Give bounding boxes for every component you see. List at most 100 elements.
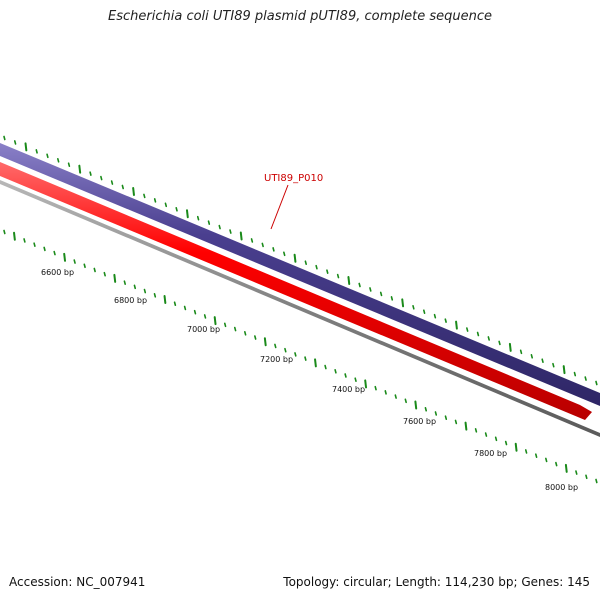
inner-tick-minor <box>183 305 187 311</box>
outer-tick-minor <box>250 238 254 243</box>
inner-tick-minor <box>434 411 438 416</box>
outer-tick-minor <box>498 340 501 346</box>
backbone-line <box>0 180 600 437</box>
gene-label[interactable]: UTI89_P010 <box>264 173 323 184</box>
scale-label: 7800 bp <box>474 449 507 458</box>
inner-tick-minor <box>3 229 6 235</box>
gene-label-leader <box>270 184 289 230</box>
inner-tick-minor <box>575 470 578 475</box>
inner-tick-minor <box>444 415 448 420</box>
inner-tick-major <box>514 442 518 452</box>
outer-tick-minor <box>89 171 92 176</box>
outer-tick-row <box>3 135 598 386</box>
outer-tick-major <box>455 320 458 330</box>
outer-tick-minor <box>519 349 523 355</box>
outer-tick-minor <box>595 380 598 386</box>
inner-tick-minor <box>123 280 127 285</box>
outer-tick-minor <box>196 215 200 221</box>
inner-tick-minor <box>254 335 257 340</box>
gene-arrow-UTI89_P010[interactable] <box>0 162 592 420</box>
outer-tick-minor <box>336 273 340 279</box>
inner-tick-minor <box>344 373 347 378</box>
outer-tick-minor <box>304 260 307 266</box>
inner-tick-minor <box>394 394 397 399</box>
inner-tick-major <box>213 316 217 326</box>
inner-tick-minor <box>504 440 508 446</box>
inner-tick-minor <box>595 478 598 484</box>
inner-tick-minor <box>545 457 548 463</box>
inner-tick-major <box>364 379 368 389</box>
inner-tick-minor <box>223 322 227 328</box>
outer-tick-minor <box>315 264 318 270</box>
outer-tick-minor <box>67 162 71 168</box>
outer-tick-minor <box>412 304 415 310</box>
outer-tick-major <box>24 142 28 152</box>
scale-label: 7400 bp <box>332 385 365 394</box>
scale-label: 6800 bp <box>114 296 147 305</box>
inner-tick-minor <box>274 343 277 349</box>
outer-tick-minor <box>164 202 168 208</box>
outer-tick-major <box>239 231 243 241</box>
inner-tick-minor <box>454 419 458 425</box>
outer-tick-minor <box>121 184 124 190</box>
accession-text: Accession: NC_007941 <box>9 575 146 589</box>
outer-tick-major <box>401 298 405 308</box>
outer-tick-minor <box>444 318 447 323</box>
inner-tick-major <box>163 295 167 305</box>
inner-tick-minor <box>143 288 147 294</box>
inner-tick-major <box>63 252 67 262</box>
scale-label: 6600 bp <box>41 268 74 277</box>
inner-tick-minor <box>284 347 287 353</box>
outer-tick-minor <box>207 220 211 225</box>
outer-tick-minor <box>100 175 103 181</box>
inner-tick-minor <box>103 271 106 277</box>
outer-tick-minor <box>379 291 383 297</box>
inner-tick-minor <box>494 436 498 442</box>
outer-tick-minor <box>487 336 490 341</box>
inner-tick-minor <box>524 449 528 454</box>
inner-tick-minor <box>354 377 357 383</box>
inner-tick-major <box>464 421 468 431</box>
outer-tick-minor <box>13 140 17 145</box>
inner-tick-minor <box>33 242 36 247</box>
outer-tick-minor <box>358 282 361 288</box>
inner-tick-major <box>263 337 267 347</box>
inner-tick-minor <box>53 250 56 256</box>
inner-tick-minor <box>304 356 307 361</box>
inner-tick-minor <box>244 330 247 336</box>
scale-label: 8000 bp <box>545 483 578 492</box>
inner-tick-minor <box>585 474 588 480</box>
inner-tick-minor <box>384 390 387 395</box>
outer-tick-major <box>508 342 512 352</box>
outer-tick-minor <box>46 153 49 159</box>
inner-tick-minor <box>73 259 76 264</box>
inner-tick-major <box>113 273 117 283</box>
inner-tick-minor <box>133 284 137 290</box>
scale-label: 7600 bp <box>403 417 436 426</box>
inner-tick-minor <box>294 352 297 357</box>
outer-tick-minor <box>143 193 146 199</box>
inner-tick-major <box>13 231 16 241</box>
outer-tick-minor <box>433 313 437 319</box>
outer-tick-major <box>347 276 351 286</box>
outer-tick-major <box>293 253 297 263</box>
inner-tick-minor <box>23 238 26 243</box>
outer-tick-minor <box>283 251 286 257</box>
inner-tick-minor <box>404 398 407 404</box>
inner-tick-minor <box>203 314 207 319</box>
outer-tick-minor <box>466 327 469 332</box>
outer-tick-major <box>78 164 82 174</box>
outer-tick-major <box>185 209 189 219</box>
scale-labels: 6600 bp 6800 bp 7000 bp 7200 bp 7400 bp 7600 … <box>41 268 578 492</box>
scale-label: 7000 bp <box>187 325 220 334</box>
outer-ring-band <box>0 143 600 406</box>
outer-tick-minor <box>229 229 232 234</box>
outer-tick-minor <box>422 309 426 315</box>
outer-tick-minor <box>3 135 6 141</box>
outer-tick-minor <box>552 362 555 368</box>
outer-tick-major <box>562 365 566 375</box>
outer-tick-minor <box>326 269 329 274</box>
scale-label: 7200 bp <box>260 355 293 364</box>
outer-tick-minor <box>218 224 221 230</box>
inner-tick-minor <box>424 406 428 412</box>
